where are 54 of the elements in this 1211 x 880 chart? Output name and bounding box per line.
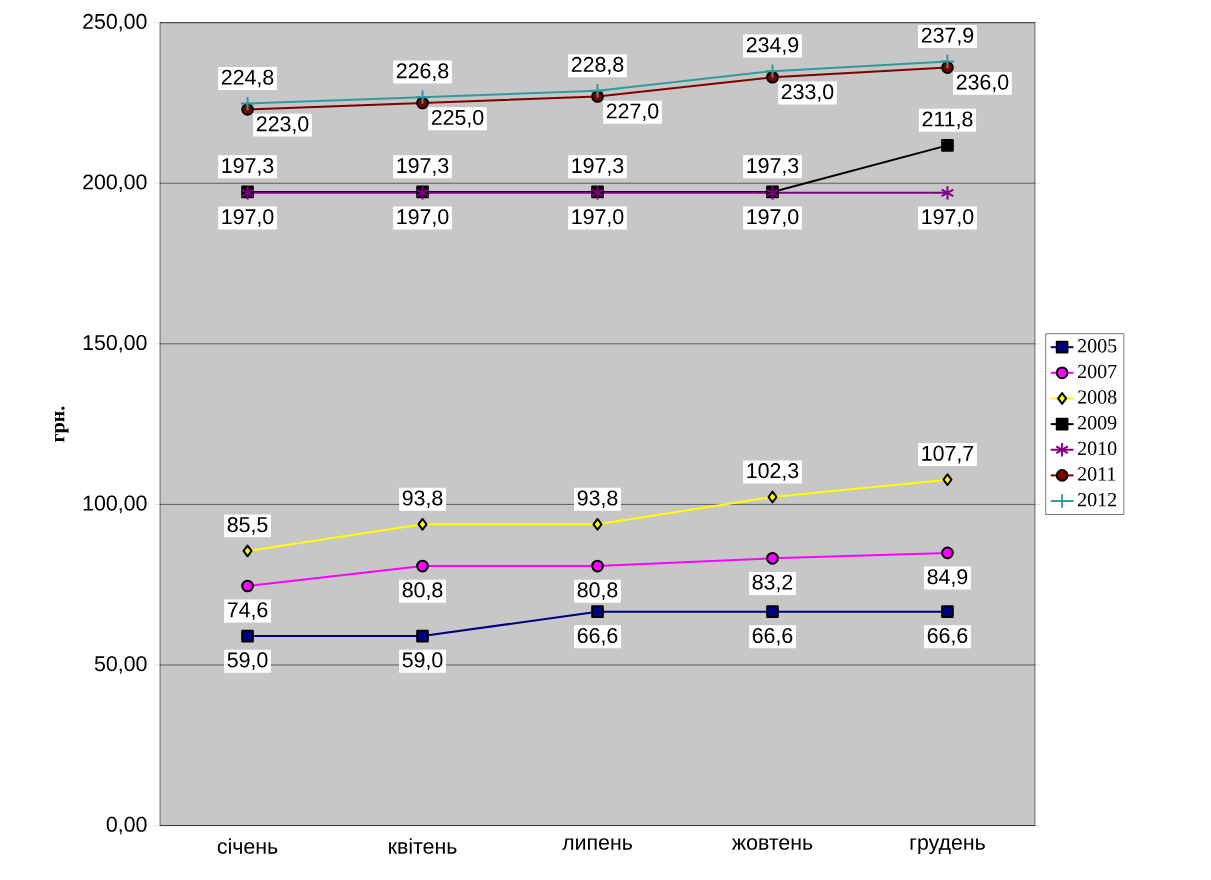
data-label: 225,0 — [431, 109, 484, 128]
data-label: 227,0 — [606, 103, 659, 121]
data-label: 197,3 — [222, 157, 274, 176]
data-label: 224,8 — [221, 69, 274, 88]
data-label: 197,3 — [572, 157, 624, 176]
data-label: 228,8 — [571, 56, 624, 75]
data-label: 237,9 — [921, 27, 974, 46]
data-label: 234,9 — [746, 37, 799, 55]
legend-label: 2008 — [1078, 390, 1117, 404]
y-axis-title: грн. — [54, 406, 69, 442]
x-tick-label: жовтень — [731, 838, 813, 850]
data-label: 66,6 — [577, 627, 618, 646]
x-tick-label: грудень — [910, 838, 985, 854]
legend-label: 2009 — [1078, 415, 1117, 430]
data-label: 93,8 — [577, 490, 618, 508]
data-label: 197,3 — [397, 157, 449, 176]
data-label: 197,0 — [222, 209, 274, 227]
data-label: 85,5 — [227, 516, 268, 535]
y-tick-label: 200,00 — [83, 174, 147, 192]
data-label: 223,0 — [256, 116, 309, 134]
data-label: 93,8 — [402, 490, 443, 508]
y-tick-label: 50,00 — [94, 656, 147, 674]
data-label: 59,0 — [402, 652, 443, 670]
x-tick-label: квітень — [389, 838, 457, 854]
data-label: 197,0 — [572, 209, 624, 227]
legend-label: 2007 — [1078, 364, 1117, 379]
data-label: 211,8 — [922, 111, 973, 129]
data-label: 66,6 — [752, 627, 793, 646]
data-label: 233,0 — [781, 84, 834, 102]
data-label: 102,3 — [747, 463, 799, 481]
legend-label: 2005 — [1078, 338, 1117, 353]
data-label: 197,0 — [747, 209, 799, 227]
data-label: 197,0 — [397, 209, 449, 227]
data-label: 83,2 — [752, 574, 793, 593]
data-label: 197,3 — [747, 157, 799, 176]
data-label: 226,8 — [396, 63, 449, 81]
x-tick-label: січень — [217, 838, 278, 854]
legend-label: 2010 — [1078, 441, 1117, 455]
data-label: 74,6 — [227, 602, 268, 620]
data-label: 107,7 — [922, 445, 974, 464]
data-label: 80,8 — [402, 582, 443, 600]
legend-label: 2012 — [1078, 492, 1117, 507]
y-tick-label: 100,00 — [83, 495, 147, 514]
x-tick-label: липень — [562, 838, 632, 850]
y-tick-label: 150,00 — [83, 334, 147, 353]
data-label: 80,8 — [577, 582, 618, 600]
y-tick-label: 0,00 — [106, 816, 147, 835]
data-label: 84,9 — [927, 569, 968, 587]
data-label: 66,6 — [927, 627, 968, 646]
data-label: 197,0 — [922, 209, 974, 227]
data-label: 236,0 — [956, 74, 1009, 93]
data-label: 59,0 — [227, 652, 268, 670]
y-tick-label: 250,00 — [83, 13, 147, 32]
legend-label: 2011 — [1078, 467, 1116, 481]
